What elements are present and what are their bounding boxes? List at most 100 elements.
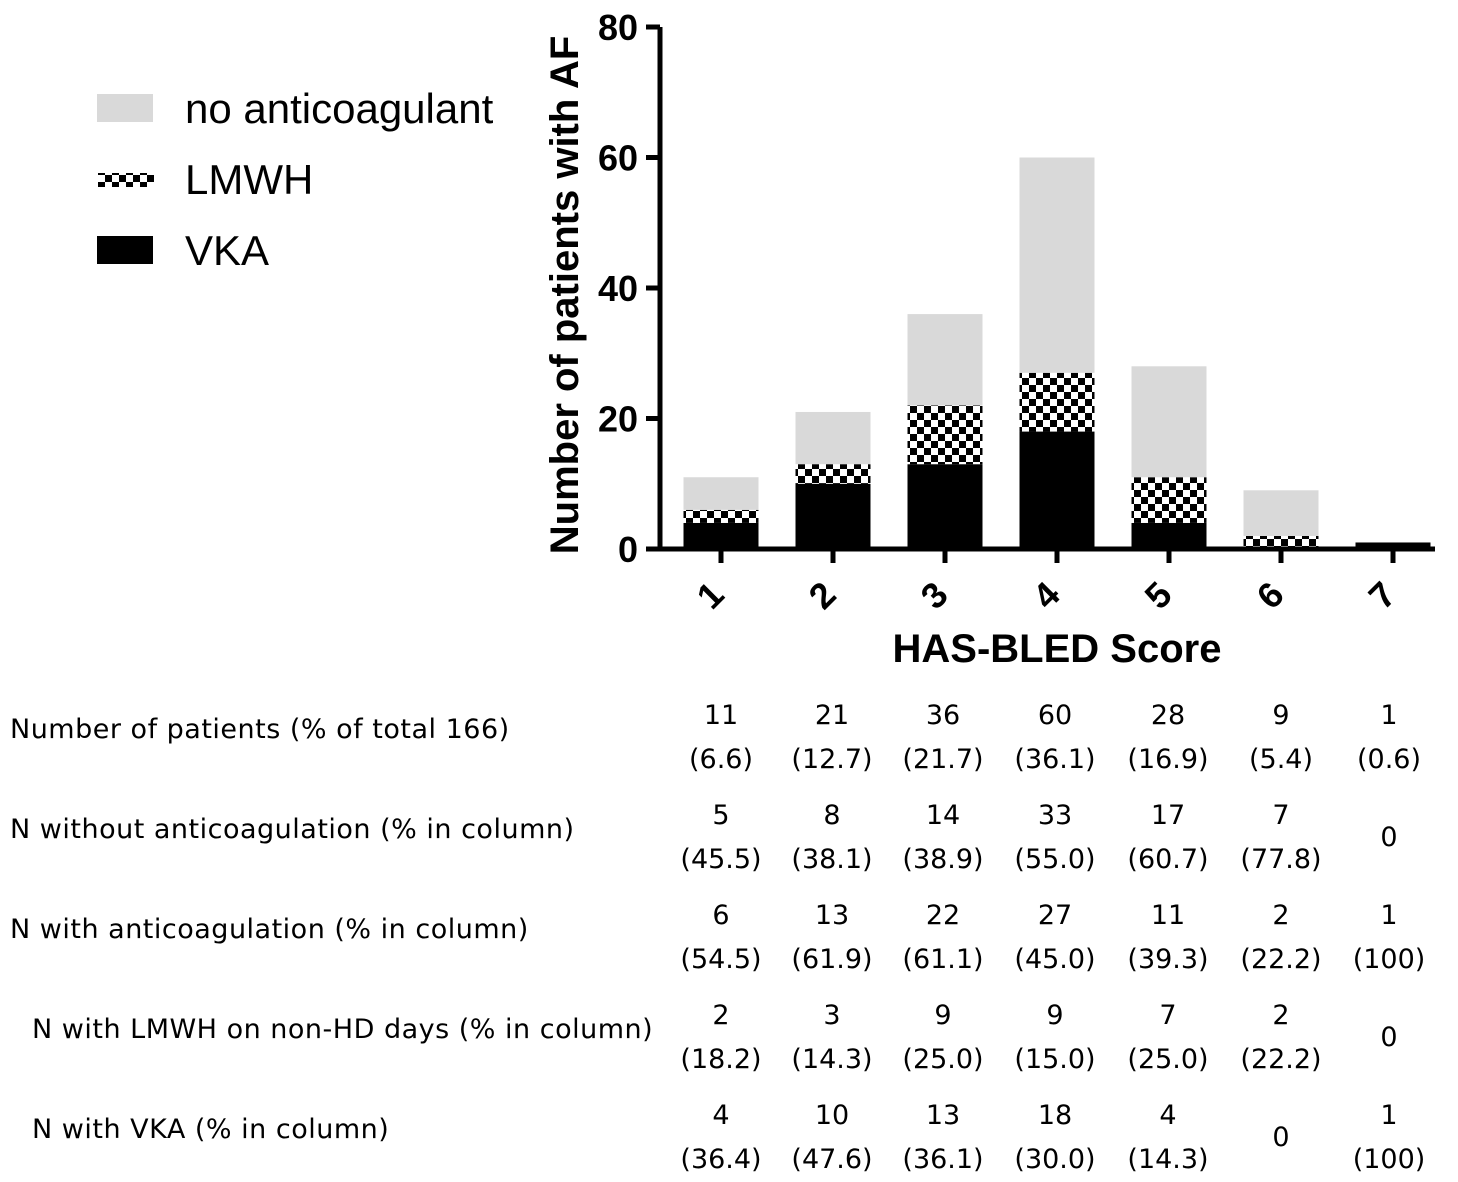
table-cell: 7 (77.8) — [1226, 794, 1336, 882]
cell-count: 13 — [814, 900, 850, 931]
table-cell: 0 — [1334, 816, 1444, 860]
table-cell: 8 (38.1) — [777, 794, 887, 882]
table-row: Number of patients (% of total 166) 11 (6.… — [0, 690, 1458, 780]
table-cell: 2 (22.2) — [1226, 994, 1336, 1082]
bar-no-anticoagulant-4 — [1019, 157, 1095, 373]
bar-no-anticoagulant-2 — [795, 411, 871, 465]
table-cell: 11 (39.3) — [1113, 894, 1223, 982]
cell-percent: (60.7) — [1127, 844, 1209, 875]
row-label: N with LMWH on non-HD days (% in column) — [32, 1014, 654, 1045]
cell-count: 2 — [1272, 1000, 1290, 1031]
cell-percent: (16.9) — [1127, 744, 1209, 775]
cell-percent: (14.3) — [791, 1044, 873, 1075]
bar-lmwh-3 — [907, 405, 983, 465]
cell-percent: (25.0) — [1127, 1044, 1209, 1075]
cell-count: 1 — [1380, 900, 1398, 931]
table-cell: 5 (45.5) — [666, 794, 776, 882]
cell-count: 2 — [712, 1000, 730, 1031]
y-tick-label: 0 — [618, 529, 638, 570]
cell-percent: (6.6) — [688, 744, 753, 775]
bar-vka-5 — [1131, 522, 1207, 549]
table-cell: 9 (5.4) — [1226, 694, 1336, 782]
cell-count: 1 — [1380, 700, 1398, 731]
row-label: N with anticoagulation (% in column) — [10, 914, 529, 945]
bar-no-anticoagulant-1 — [683, 477, 759, 510]
cell-percent: (39.3) — [1127, 944, 1209, 975]
cell-percent: (36.4) — [680, 1144, 762, 1175]
cell-percent: (45.5) — [680, 844, 762, 875]
x-axis-title: HAS-BLED Score — [893, 627, 1222, 671]
legend: no anticoagulant LMWH VKA — [97, 85, 494, 274]
bar-no-anticoagulant-3 — [907, 314, 983, 406]
table-cell: 7 (25.0) — [1113, 994, 1223, 1082]
chart: no anticoagulant LMWH VKA 0 20 40 60 80 1 2 3 4 5 6 7… — [97, 7, 1435, 671]
y-tick-label: 40 — [598, 268, 638, 309]
table-cell: 21 (12.7) — [777, 694, 887, 782]
cell-count: 10 — [814, 1100, 850, 1131]
table-cell: 13 (36.1) — [888, 1094, 998, 1182]
cell-count: 18 — [1037, 1100, 1073, 1131]
table-cell: 27 (45.0) — [1000, 894, 1110, 982]
table-cell: 4 (36.4) — [666, 1094, 776, 1182]
bar-vka-1 — [683, 522, 759, 549]
cell-count: 13 — [925, 1100, 961, 1131]
y-tick-label: 80 — [598, 7, 638, 48]
bar-no-anticoagulant-6 — [1243, 490, 1319, 536]
table-cell: 1 (100) — [1334, 1094, 1444, 1182]
table-cell: 1 (100) — [1334, 894, 1444, 982]
bar-vka-4 — [1019, 431, 1095, 549]
cell-count: 33 — [1037, 800, 1073, 831]
cell-count: 0 — [1380, 822, 1398, 853]
y-axis-title: Number of patients with AF — [543, 36, 587, 555]
cell-count: 9 — [934, 1000, 952, 1031]
cell-percent: (22.2) — [1240, 944, 1322, 975]
cell-count: 36 — [925, 700, 961, 731]
table-cell: 2 (18.2) — [666, 994, 776, 1082]
cell-percent: (36.1) — [902, 1144, 984, 1175]
cell-percent: (25.0) — [902, 1044, 984, 1075]
legend-swatch-no-anticoagulant — [97, 94, 153, 122]
cell-count: 0 — [1380, 1022, 1398, 1053]
bars — [683, 157, 1431, 549]
cell-percent: (21.7) — [902, 744, 984, 775]
bar-lmwh-2 — [795, 464, 871, 484]
x-tick-label: 2 — [801, 574, 844, 617]
table-cell: 33 (55.0) — [1000, 794, 1110, 882]
table-row: N with VKA (% in column) 4 (36.4) 10 (47.6) 1… — [0, 1090, 1458, 1180]
table-cell: 3 (14.3) — [777, 994, 887, 1082]
table-row: N without anticoagulation (% in column) 5… — [0, 790, 1458, 880]
bar-lmwh-5 — [1131, 477, 1207, 523]
cell-count: 11 — [1150, 900, 1186, 931]
cell-percent: (14.3) — [1127, 1144, 1209, 1175]
row-label: N with VKA (% in column) — [32, 1114, 390, 1145]
table-row: N with LMWH on non-HD days (% in column)… — [0, 990, 1458, 1080]
cell-count: 17 — [1150, 800, 1186, 831]
table-row: N with anticoagulation (% in column) 6 (54… — [0, 890, 1458, 980]
bar-lmwh-1 — [683, 509, 759, 523]
cell-percent: (61.1) — [902, 944, 984, 975]
table-cell: 11 (6.6) — [666, 694, 776, 782]
cell-count: 0 — [1272, 1122, 1290, 1153]
table-cell: 1 (0.6) — [1334, 694, 1444, 782]
table-cell: 17 (60.7) — [1113, 794, 1223, 882]
cell-percent: (15.0) — [1014, 1044, 1096, 1075]
legend-swatch-lmwh — [98, 173, 154, 187]
bar-vka-2 — [795, 483, 871, 549]
cell-percent: (77.8) — [1240, 844, 1322, 875]
x-tick-label: 7 — [1361, 574, 1404, 617]
cell-percent: (45.0) — [1014, 944, 1096, 975]
y-tick-label: 20 — [598, 399, 638, 440]
table-cell: 14 (38.9) — [888, 794, 998, 882]
cell-count: 11 — [703, 700, 739, 731]
bar-no-anticoagulant-5 — [1131, 366, 1207, 478]
cell-count: 6 — [712, 900, 730, 931]
cell-count: 5 — [712, 800, 730, 831]
cell-count: 2 — [1272, 900, 1290, 931]
cell-count: 9 — [1046, 1000, 1064, 1031]
table-cell: 10 (47.6) — [777, 1094, 887, 1182]
legend-label-no-anticoagulant: no anticoagulant — [185, 85, 494, 132]
table-cell: 13 (61.9) — [777, 894, 887, 982]
cell-percent: (47.6) — [791, 1144, 873, 1175]
table-cell: 0 — [1226, 1116, 1336, 1160]
cell-count: 7 — [1159, 1000, 1177, 1031]
